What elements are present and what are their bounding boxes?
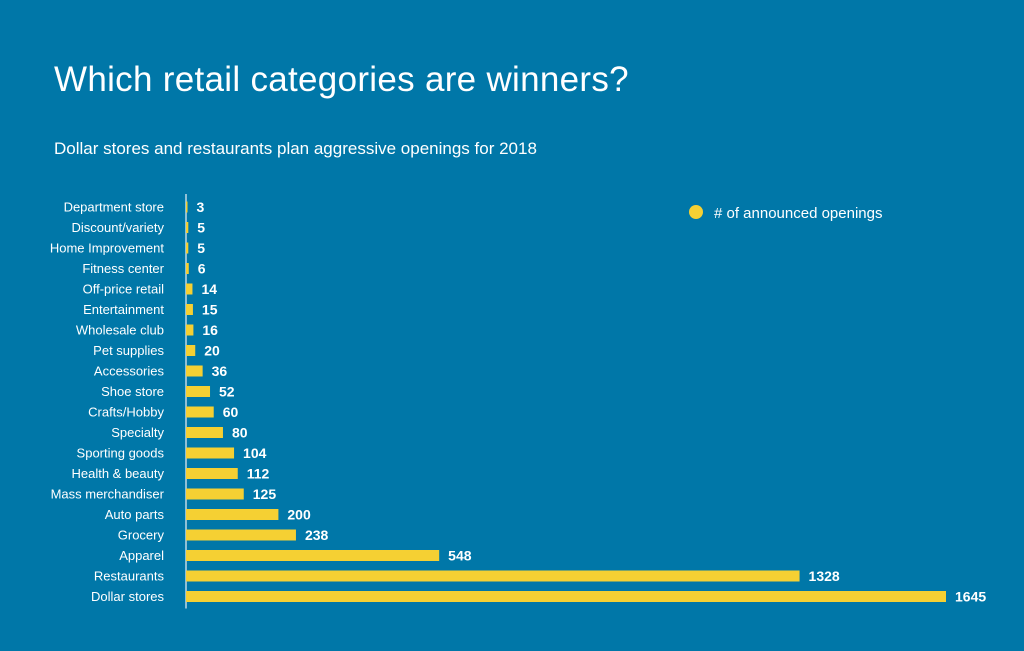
value-label-apparel: 548 (448, 548, 472, 564)
legend: # of announced openings (689, 205, 882, 222)
category-label-entertainment: Entertainment (83, 302, 164, 317)
value-label-grocery: 238 (305, 527, 329, 543)
category-label-auto-parts: Auto parts (105, 507, 165, 522)
category-label-pet-supplies: Pet supplies (93, 343, 164, 358)
bar-crafts-hobby (186, 406, 214, 418)
bar-off-price-retail (186, 283, 193, 295)
category-label-specialty: Specialty (111, 425, 164, 440)
bar-restaurants (186, 570, 800, 582)
value-label-specialty: 80 (232, 425, 248, 441)
category-label-dollar-stores: Dollar stores (91, 589, 164, 604)
category-label-sporting-goods: Sporting goods (77, 446, 165, 461)
bar-sporting-goods (186, 447, 235, 459)
value-label-auto-parts: 200 (287, 507, 311, 523)
bar-entertainment (186, 304, 193, 315)
bar-auto-parts (186, 509, 279, 520)
bar-accessories (186, 365, 203, 377)
bar-home-improvement (186, 242, 189, 254)
bar-department-store (186, 201, 188, 213)
bar-health-beauty (186, 468, 238, 479)
value-label-mass-merchandiser: 125 (253, 486, 277, 502)
bar-wholesale-club (186, 324, 194, 336)
value-labels: 3 5 5 6 14 15 16 20 36 52 60 80 104 112 125 200 238 548 13… (197, 199, 987, 605)
value-label-shoe-store: 52 (219, 384, 235, 400)
chart-title: Which retail categories are winners? (54, 60, 629, 99)
bar-mass-merchandiser (186, 488, 244, 500)
category-label-health-beauty: Health & beauty (71, 466, 164, 481)
bar-specialty (186, 427, 223, 438)
value-label-discount-variety: 5 (197, 220, 205, 236)
bar-apparel (186, 550, 440, 561)
category-label-accessories: Accessories (94, 364, 165, 379)
bar-chart: Department store Discount/variety Home Imp… (50, 194, 987, 609)
bar-discount-variety (186, 222, 189, 233)
value-label-home-improvement: 5 (197, 240, 205, 256)
category-label-apparel: Apparel (119, 548, 164, 563)
category-label-grocery: Grocery (118, 528, 165, 543)
category-label-off-price-retail: Off-price retail (83, 282, 165, 297)
value-label-restaurants: 1328 (809, 568, 840, 584)
category-label-discount-variety: Discount/variety (72, 220, 165, 235)
bar-shoe-store (186, 386, 211, 397)
bars (186, 201, 946, 602)
bar-pet-supplies (186, 345, 196, 356)
legend-marker (689, 205, 703, 219)
category-label-mass-merchandiser: Mass merchandiser (51, 487, 165, 502)
bar-dollar-stores (186, 591, 946, 602)
category-label-department-store: Department store (64, 200, 164, 215)
category-label-wholesale-club: Wholesale club (76, 323, 164, 338)
bar-grocery (186, 529, 296, 541)
value-label-fitness-center: 6 (198, 261, 206, 277)
value-label-department-store: 3 (197, 199, 205, 215)
category-label-fitness-center: Fitness center (82, 261, 164, 276)
bar-fitness-center (186, 263, 189, 274)
category-label-home-improvement: Home Improvement (50, 241, 165, 256)
category-label-restaurants: Restaurants (94, 569, 165, 584)
value-label-entertainment: 15 (202, 302, 218, 318)
value-label-health-beauty: 112 (247, 466, 270, 482)
value-label-accessories: 36 (212, 363, 228, 379)
category-label-shoe-store: Shoe store (101, 384, 164, 399)
legend-label: # of announced openings (714, 205, 882, 222)
category-labels: Department store Discount/variety Home Imp… (50, 200, 165, 605)
category-label-crafts-hobby: Crafts/Hobby (88, 405, 164, 420)
chart-subtitle: Dollar stores and restaurants plan aggre… (54, 139, 537, 158)
value-label-off-price-retail: 14 (201, 281, 217, 297)
value-label-sporting-goods: 104 (243, 445, 267, 461)
value-label-crafts-hobby: 60 (223, 404, 239, 420)
value-label-pet-supplies: 20 (204, 343, 220, 359)
value-label-wholesale-club: 16 (202, 322, 218, 338)
value-label-dollar-stores: 1645 (955, 589, 986, 605)
